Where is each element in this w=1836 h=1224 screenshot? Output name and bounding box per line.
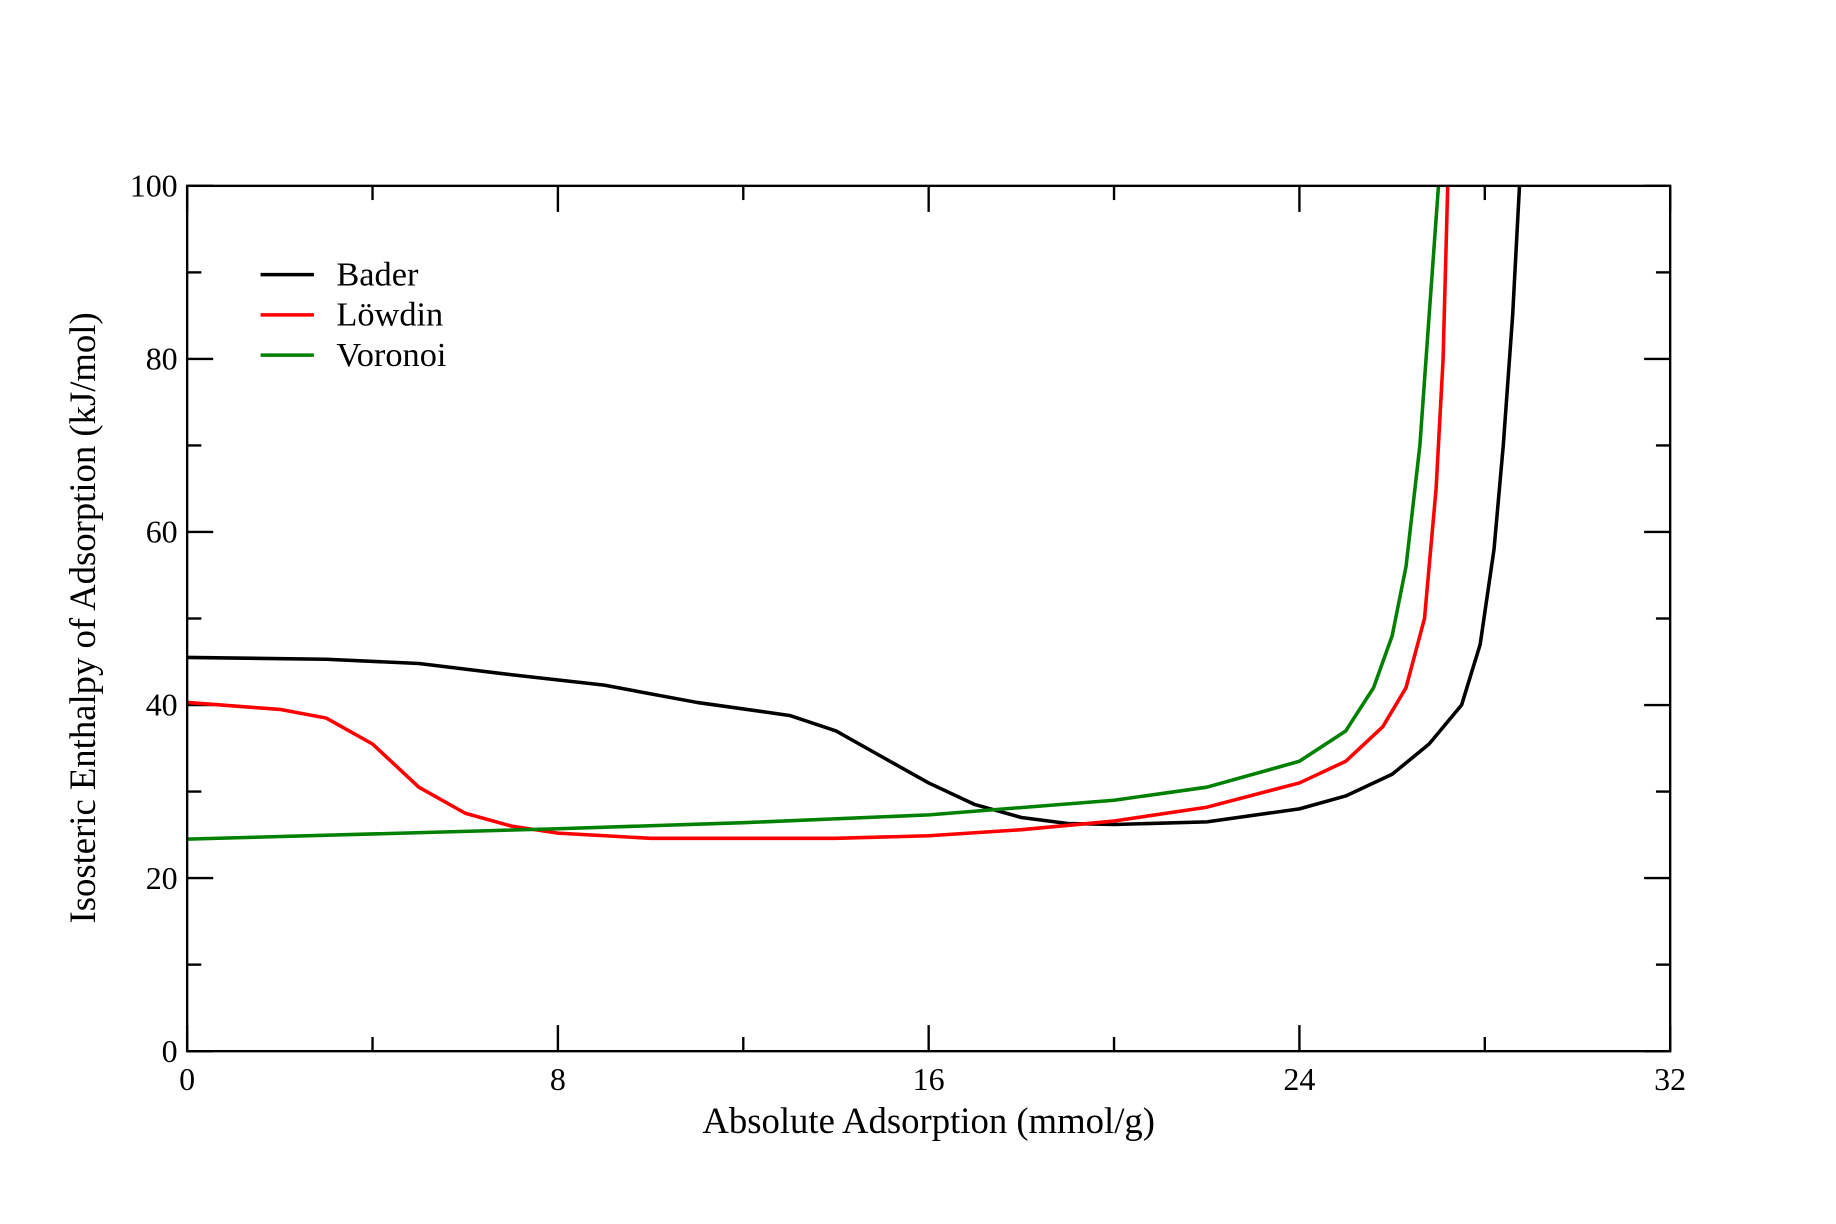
- plot-frame: [185, 184, 1672, 1053]
- legend-label: Bader: [336, 255, 419, 293]
- x-tick-label: 32: [1654, 1062, 1686, 1097]
- series-line-voronoi: [187, 185, 1441, 841]
- x-tick-label: 24: [1283, 1062, 1315, 1097]
- series-lines: [187, 185, 1522, 841]
- legend-label: Löwdin: [336, 296, 443, 334]
- x-axis-label: Absolute Adsorption (mmol/g): [702, 1100, 1155, 1141]
- y-tick-label: 40: [146, 688, 178, 723]
- y-tick-label: 60: [146, 515, 178, 550]
- x-tick-label: 16: [913, 1062, 945, 1097]
- series-line-bader: [187, 185, 1522, 827]
- series-line-löwdin: [187, 185, 1450, 841]
- y-tick-label: 100: [130, 169, 178, 204]
- y-axis-label: Isosteric Enthalpy of Adsorption (kJ/mol…: [62, 312, 103, 923]
- x-tick-label: 8: [550, 1062, 566, 1097]
- y-tick-label: 20: [146, 861, 178, 896]
- y-tick-label: 0: [162, 1034, 178, 1069]
- y-tick-label: 80: [146, 342, 178, 377]
- x-tick-label: 0: [179, 1062, 195, 1097]
- legend-label: Voronoi: [336, 336, 446, 374]
